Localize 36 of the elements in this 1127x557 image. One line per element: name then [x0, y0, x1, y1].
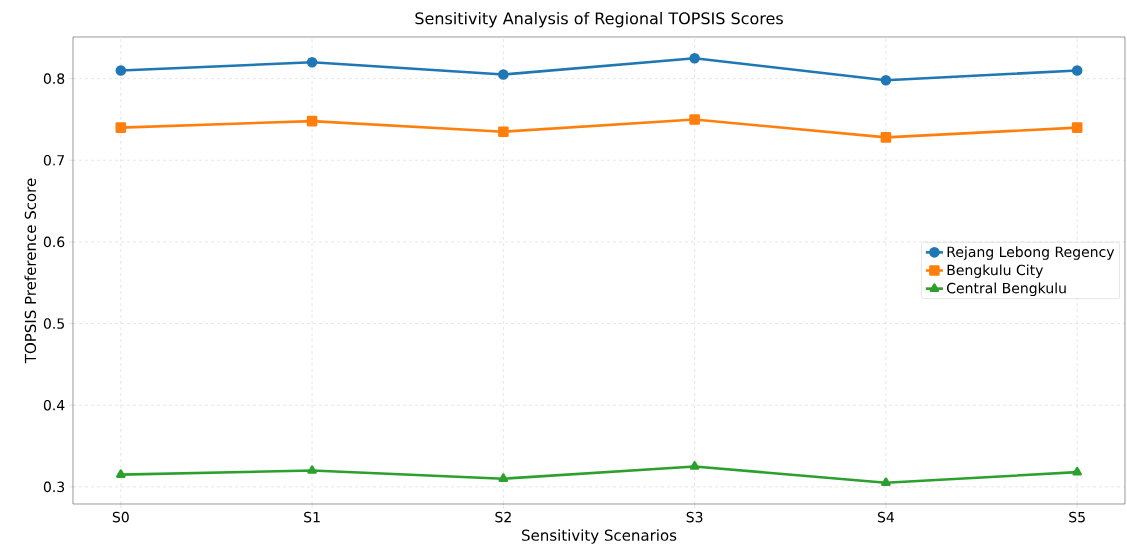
- y-tick-label: 0.5: [43, 318, 64, 329]
- point: [689, 52, 700, 64]
- point: [307, 465, 317, 474]
- point: [306, 115, 318, 127]
- y-tick-label: 0.6: [43, 236, 65, 248]
- point: [498, 126, 509, 137]
- chart-title: Sensitivity Analysis of Regional TOPSIS Scores: [415, 11, 783, 28]
- point: [115, 122, 127, 133]
- legend-label: Rejang Lebong Regency: [947, 246, 1115, 260]
- x-tick-label: S1: [304, 511, 320, 523]
- point: [116, 469, 126, 478]
- x-tick-label: S2: [495, 511, 511, 523]
- legend-label: Central Bengkulu: [947, 282, 1066, 297]
- y-tick-label: 0.7: [43, 154, 65, 166]
- point: [689, 461, 700, 470]
- point: [1072, 466, 1082, 476]
- point: [498, 69, 509, 80]
- point: [115, 65, 127, 76]
- x-tick-label: S0: [112, 511, 129, 523]
- point: [880, 74, 892, 86]
- point: [498, 473, 509, 482]
- x-tick-label: S5: [1069, 511, 1085, 523]
- point: [306, 57, 318, 68]
- x-tick-label: S4: [877, 511, 895, 523]
- y-tick-label: 0.8: [43, 73, 65, 84]
- y-axis-title: TOPSIS Preference Score: [24, 178, 37, 364]
- y-tick-label: 0.4: [43, 399, 65, 411]
- legend-label: Bengkulu City: [947, 264, 1044, 278]
- point: [880, 132, 892, 143]
- point: [689, 114, 700, 125]
- x-axis-title: Sensitivity Scenarios: [522, 529, 677, 544]
- point: [1071, 122, 1083, 133]
- y-tick-label: 0.3: [43, 481, 65, 493]
- point: [1071, 65, 1083, 76]
- point: [881, 477, 891, 487]
- x-tick-label: S3: [686, 511, 703, 523]
